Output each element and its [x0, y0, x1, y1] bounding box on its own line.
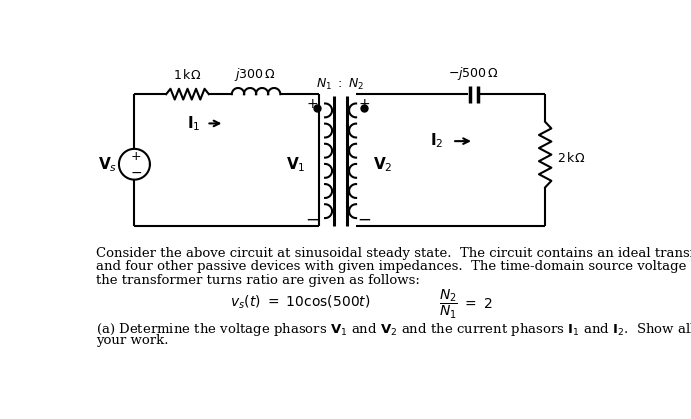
Text: (a) Determine the voltage phasors $\mathbf{V}_1$ and $\mathbf{V}_2$ and the curr: (a) Determine the voltage phasors $\math… [95, 321, 691, 338]
Text: $j300\,\Omega$: $j300\,\Omega$ [234, 67, 276, 83]
Text: $N_1\ :\ N_2$: $N_1\ :\ N_2$ [316, 77, 365, 92]
Text: $\mathbf{V}_1$: $\mathbf{V}_1$ [286, 155, 305, 173]
Text: $+$: $+$ [306, 97, 318, 111]
Text: $\mathbf{V}_2$: $\mathbf{V}_2$ [372, 155, 392, 173]
Text: $-$: $-$ [357, 209, 371, 227]
Text: $v_s(t)\ =\ 10\cos(500t)$: $v_s(t)\ =\ 10\cos(500t)$ [229, 294, 370, 311]
Text: and four other passive devices with given impedances.  The time-domain source vo: and four other passive devices with give… [95, 261, 691, 274]
Text: $2\,\mathrm{k\Omega}$: $2\,\mathrm{k\Omega}$ [556, 151, 585, 165]
Text: $1\,\mathrm{k\Omega}$: $1\,\mathrm{k\Omega}$ [173, 68, 201, 82]
Text: $\mathbf{V}_s$: $\mathbf{V}_s$ [98, 155, 117, 173]
Text: $-$: $-$ [130, 165, 142, 179]
Text: your work.: your work. [95, 334, 168, 347]
Text: $-$: $-$ [305, 209, 319, 227]
Text: $+$: $+$ [131, 150, 142, 163]
Text: $+$: $+$ [358, 97, 370, 111]
Text: $-j500\,\Omega$: $-j500\,\Omega$ [448, 65, 500, 82]
Text: the transformer turns ratio are given as follows:: the transformer turns ratio are given as… [95, 274, 419, 287]
Text: Consider the above circuit at sinusoidal steady state.  The circuit contains an : Consider the above circuit at sinusoidal… [95, 247, 691, 260]
Text: $\mathbf{I}_1$: $\mathbf{I}_1$ [187, 114, 200, 133]
Text: $\dfrac{N_2}{N_1}\ =\ 2$: $\dfrac{N_2}{N_1}\ =\ 2$ [439, 287, 493, 321]
Text: $\mathbf{I}_2$: $\mathbf{I}_2$ [430, 132, 444, 150]
